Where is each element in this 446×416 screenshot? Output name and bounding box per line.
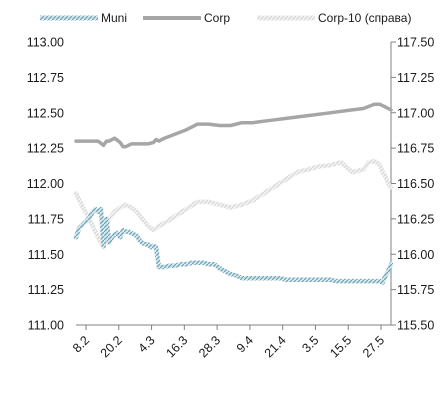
y-right-tick-label: 116.00 — [397, 248, 434, 262]
x-tick-label: 16.3 — [163, 333, 190, 360]
y-left-tick-label: 111.00 — [28, 319, 64, 333]
x-tick-label: 3.5 — [299, 333, 321, 355]
series-line-corp10 — [73, 158, 394, 250]
x-tick-label: 4.3 — [135, 333, 157, 355]
legend-label-muni: Muni — [101, 11, 127, 25]
y-right-tick-label: 117.00 — [397, 106, 434, 120]
series-line-muni — [73, 206, 394, 285]
y-left-tick-label: 113.00 — [27, 36, 64, 50]
legend-label-corp10: Corp-10 (справа) — [318, 11, 411, 25]
y-right-ticks: 115.50 115.75 116.00 116.25 116.50 116.75 117.… — [390, 36, 434, 333]
y-left-tick-label: 111.50 — [28, 248, 64, 262]
legend-label-corp: Corp — [204, 11, 230, 25]
x-tick-label: 27.5 — [360, 333, 387, 360]
y-left-ticks: 111.00 111.25 111.50 111.75 112.00 112.25 112.… — [27, 36, 64, 333]
y-right-tick-label: 115.75 — [397, 283, 434, 297]
y-right-tick-label: 116.75 — [397, 142, 434, 156]
y-right-tick-label: 117.25 — [397, 71, 434, 85]
y-left-tick-label: 112.75 — [27, 71, 64, 85]
y-left-tick-label: 111.75 — [28, 212, 64, 226]
x-tick-label: 20.2 — [98, 333, 125, 360]
x-tick-label: 28.3 — [196, 333, 223, 360]
x-tick-label: 9.4 — [234, 333, 256, 355]
y-right-tick-label: 117.50 — [397, 36, 434, 50]
y-left-tick-label: 112.00 — [27, 177, 64, 191]
series-layer — [73, 102, 394, 285]
x-tick-label: 21.4 — [262, 333, 289, 360]
x-tick-label: 8.2 — [70, 333, 92, 355]
x-tick-label: 15.5 — [327, 333, 354, 360]
y-right-tick-label: 116.50 — [397, 177, 434, 191]
legend: Muni Corp Corp-10 (справа) — [40, 11, 411, 25]
series-line-corp — [74, 102, 393, 149]
y-right-tick-label: 116.25 — [397, 212, 434, 226]
x-ticks: 8.2 20.2 4.3 16.3 28.3 9.4 21.4 3.5 15.5 27.5 — [70, 325, 387, 360]
y-right-tick-label: 115.50 — [397, 319, 434, 333]
y-left-tick-label: 112.25 — [27, 142, 64, 156]
y-left-tick-label: 111.25 — [28, 283, 64, 297]
y-left-tick-label: 112.50 — [27, 106, 64, 120]
